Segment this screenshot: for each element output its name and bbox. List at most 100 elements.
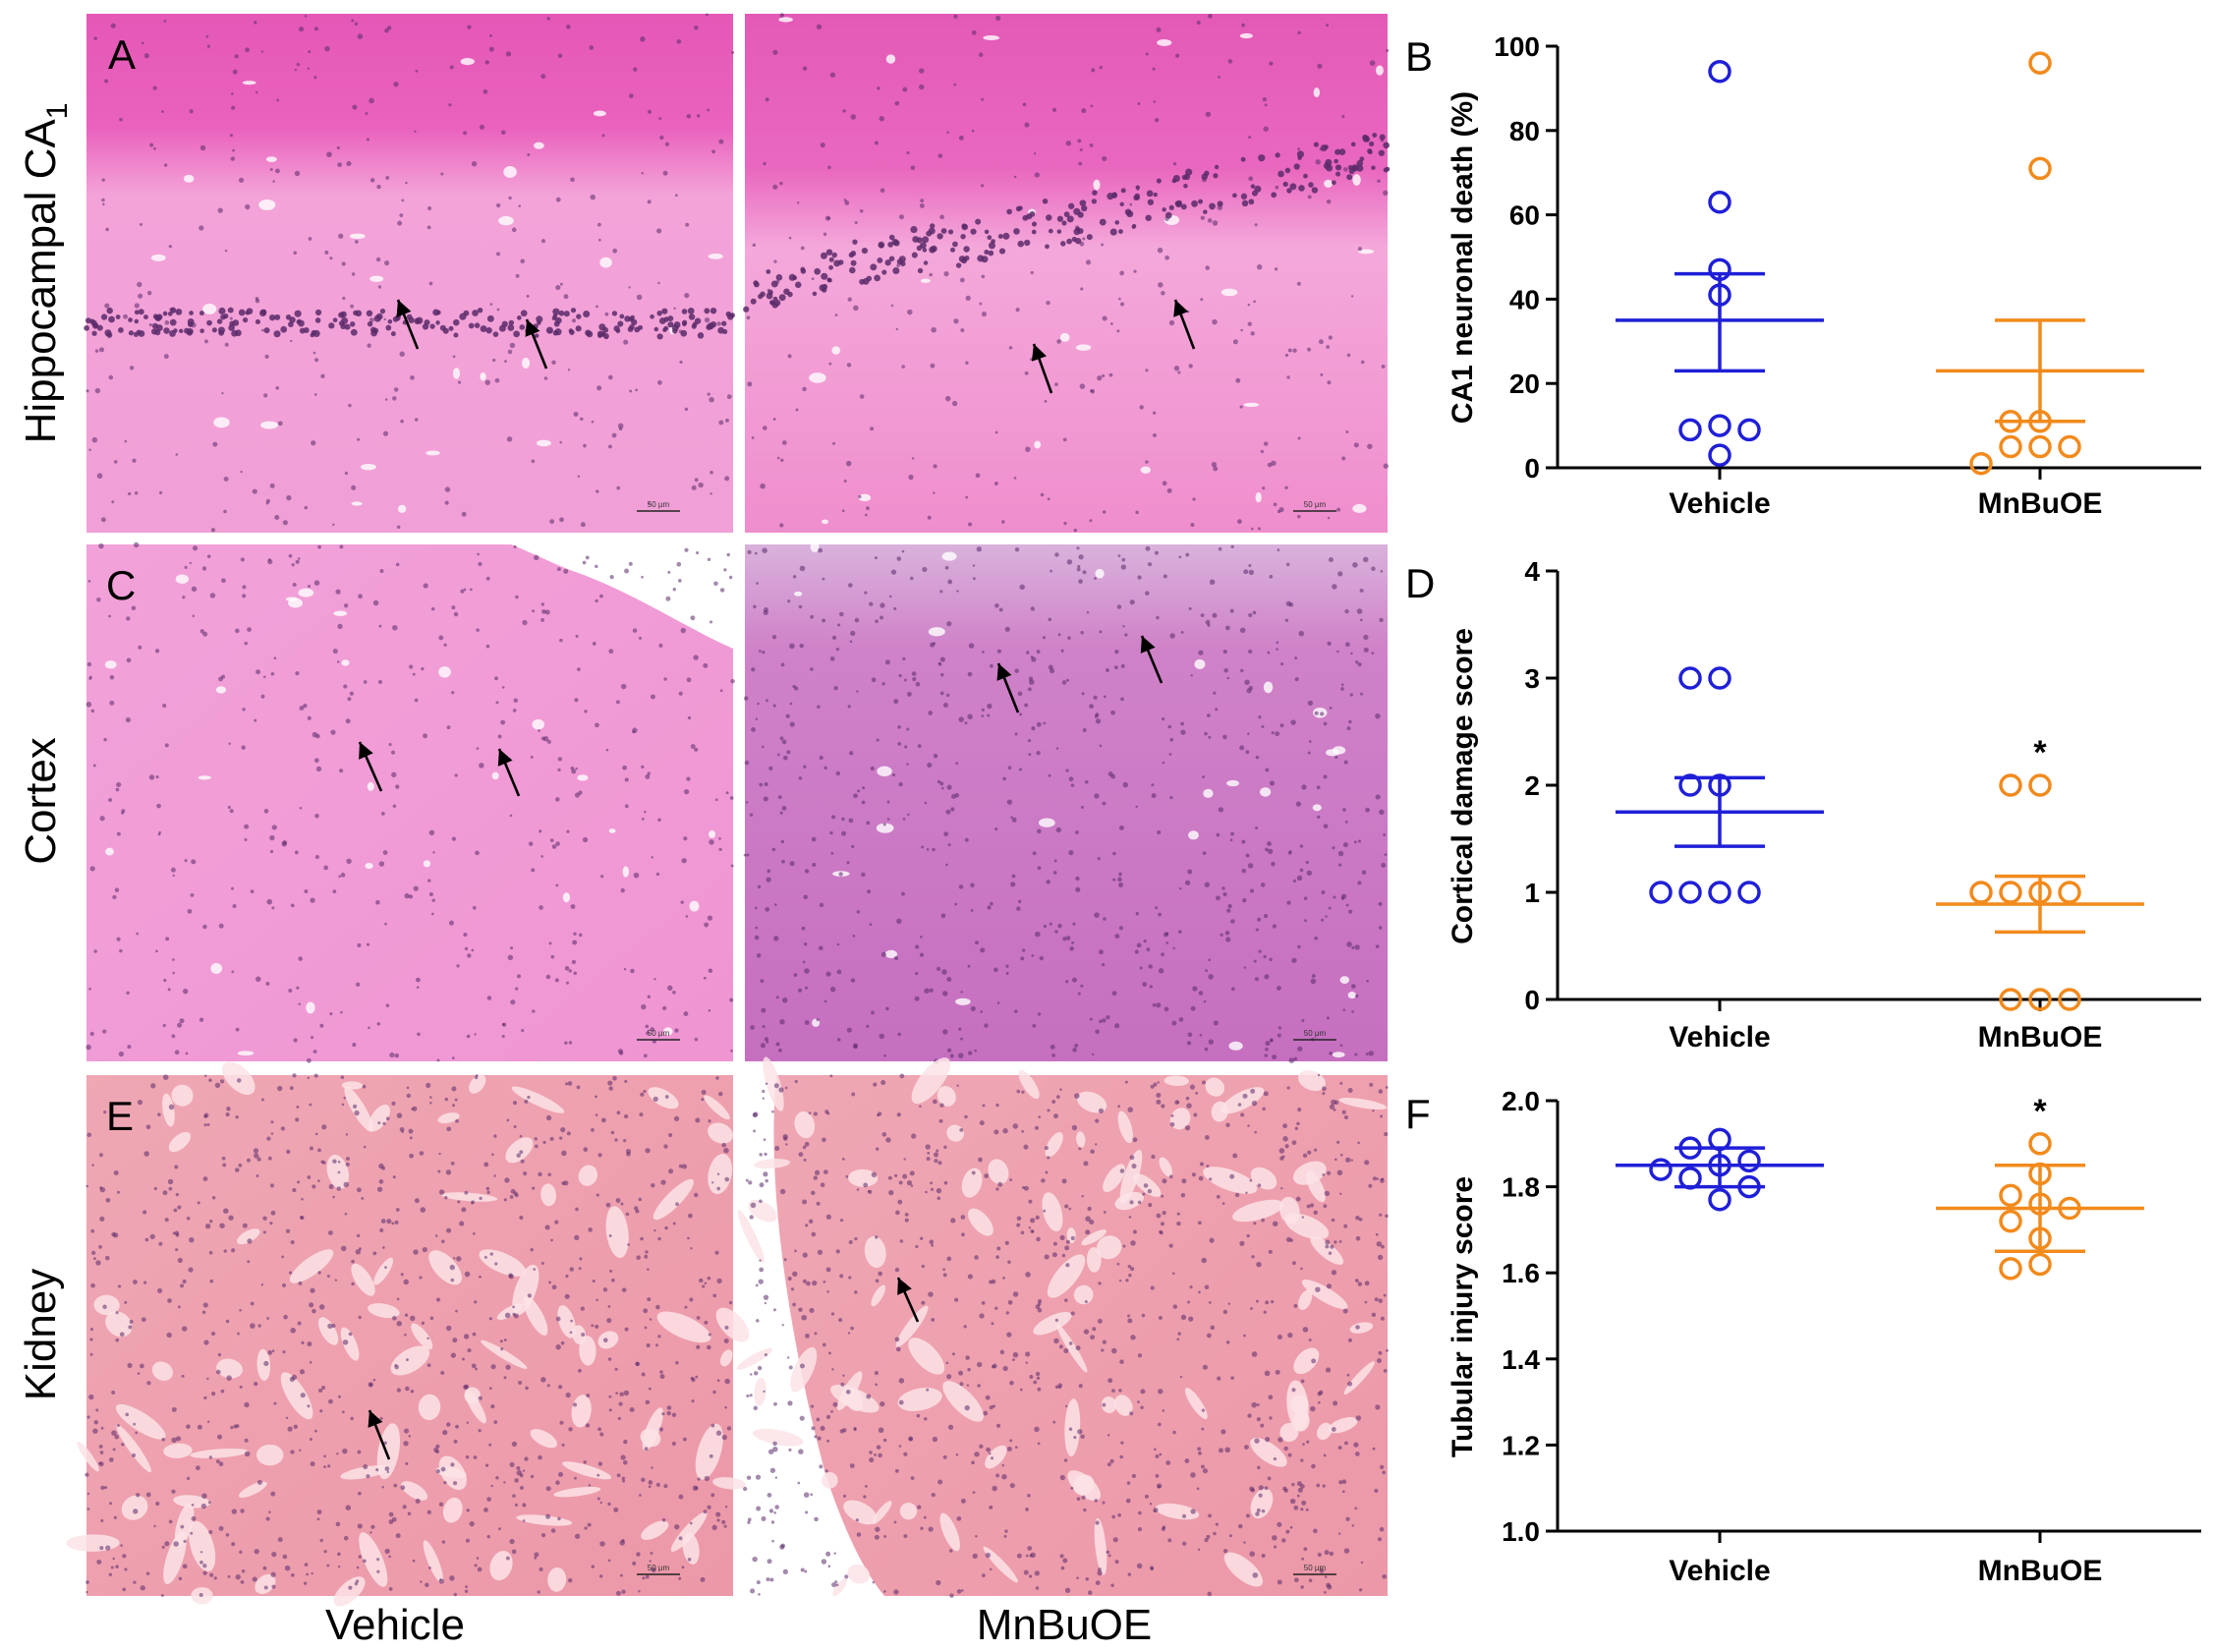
nucleus (1017, 899, 1022, 904)
nucleus (86, 1132, 92, 1138)
nucleus (179, 1018, 185, 1024)
nucleus (763, 1171, 768, 1177)
nucleus (604, 312, 609, 316)
nucleus (656, 311, 662, 316)
nucleus (647, 199, 652, 204)
nucleus (100, 1485, 105, 1491)
nucleus (1127, 1264, 1132, 1269)
nucleus (197, 1201, 200, 1205)
nucleus (314, 813, 319, 819)
nucleus (688, 1213, 693, 1219)
nucleus (937, 1161, 942, 1166)
nucleus (1164, 216, 1169, 221)
nucleus (1257, 1465, 1261, 1470)
nucleus (442, 1429, 448, 1436)
nucleus (157, 1112, 161, 1116)
nucleus (728, 1300, 733, 1305)
nucleus (247, 627, 252, 632)
nucleus (1285, 1236, 1292, 1242)
nucleus (1381, 1244, 1385, 1249)
nucleus (1333, 1400, 1338, 1406)
nucleus (1241, 199, 1249, 207)
nucleus (328, 1398, 333, 1404)
vessel-lumen (593, 110, 606, 117)
nucleus (1033, 1380, 1038, 1385)
nucleus (361, 1196, 365, 1200)
y-tick-label: 1.6 (1502, 1258, 1540, 1288)
nucleus (414, 698, 419, 703)
nucleus (1361, 870, 1367, 875)
nucleus (629, 389, 633, 393)
nucleus (1061, 1178, 1067, 1184)
nucleus (666, 1405, 672, 1410)
nucleus (1322, 1484, 1326, 1488)
nucleus (141, 1317, 146, 1323)
tubule-lumen (1338, 1098, 1388, 1111)
nucleus (209, 1279, 214, 1283)
nucleus (172, 874, 175, 878)
nucleus (750, 1588, 756, 1594)
nucleus (1024, 122, 1030, 128)
nucleus (896, 1112, 901, 1117)
nucleus (326, 1275, 330, 1278)
nucleus (396, 1388, 402, 1393)
nucleus (772, 704, 776, 708)
nucleus (199, 1551, 203, 1554)
nucleus (209, 593, 216, 598)
nucleus (1072, 922, 1076, 926)
nucleus (183, 1539, 187, 1544)
nucleus (405, 1386, 410, 1392)
nucleus (1331, 1099, 1336, 1106)
nucleus (527, 153, 531, 156)
nucleus (515, 987, 519, 991)
nucleus (400, 419, 404, 424)
tubule-lumen (736, 1347, 773, 1370)
nucleus (1268, 1249, 1273, 1254)
nucleus (978, 52, 984, 57)
nucleus (175, 453, 179, 456)
nucleus (507, 324, 515, 331)
nucleus (399, 213, 404, 218)
nucleus (678, 691, 683, 696)
nucleus (549, 1136, 554, 1141)
vessel-lumen (778, 17, 793, 23)
nucleus (1319, 1567, 1325, 1573)
nucleus (345, 718, 351, 724)
nucleus (685, 915, 689, 918)
nucleus (729, 997, 734, 1002)
nucleus (390, 750, 396, 755)
nucleus (1023, 1185, 1029, 1191)
nucleus (1014, 1009, 1018, 1013)
nucleus (1043, 721, 1047, 725)
nucleus (595, 1095, 597, 1099)
nucleus (382, 430, 389, 436)
nucleus (674, 1523, 680, 1530)
nucleus (489, 303, 493, 306)
nucleus (255, 318, 260, 325)
tubule-lumen (340, 1327, 360, 1361)
nucleus (1295, 801, 1302, 807)
nucleus (902, 656, 906, 660)
nucleus (988, 1452, 992, 1455)
nucleus (1301, 1500, 1307, 1506)
nucleus (792, 1302, 796, 1307)
nucleus (1050, 668, 1055, 674)
nucleus (999, 1349, 1005, 1355)
nucleus (779, 736, 784, 741)
panel-letter-f: F (1405, 1091, 1431, 1137)
nucleus (399, 1126, 405, 1132)
nucleus (1375, 1232, 1379, 1236)
nucleus (1338, 1192, 1342, 1196)
nucleus (1325, 1239, 1331, 1245)
tubule-lumen (1349, 1322, 1374, 1334)
nucleus (254, 1153, 259, 1159)
nucleus (379, 1416, 383, 1420)
nucleus (1196, 1487, 1200, 1491)
nucleus (265, 498, 270, 503)
nucleus (400, 1485, 406, 1491)
nucleus (1065, 980, 1069, 984)
nucleus (156, 313, 163, 320)
nucleus (602, 1338, 608, 1343)
vessel-lumen (215, 686, 227, 694)
